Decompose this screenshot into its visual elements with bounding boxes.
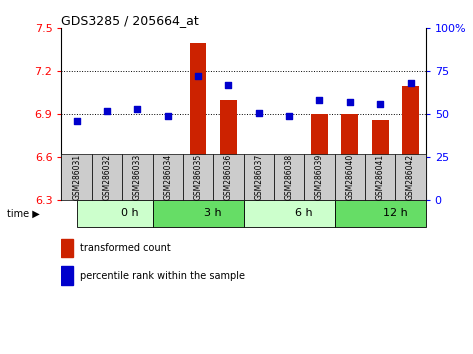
Bar <box>61 154 92 200</box>
Point <box>377 101 384 107</box>
Text: 12 h: 12 h <box>383 209 408 218</box>
Bar <box>61 267 73 285</box>
Bar <box>342 114 358 200</box>
Point <box>225 82 232 88</box>
Bar <box>129 161 146 200</box>
Bar <box>274 154 304 200</box>
Text: GSM286035: GSM286035 <box>193 154 202 200</box>
Bar <box>213 154 244 200</box>
Text: 6 h: 6 h <box>296 209 313 218</box>
Text: GSM286038: GSM286038 <box>285 154 294 200</box>
Text: GSM286033: GSM286033 <box>133 154 142 200</box>
Bar <box>152 200 244 227</box>
Bar <box>372 120 388 200</box>
Bar <box>395 154 426 200</box>
Point <box>255 110 263 115</box>
Bar <box>77 200 152 227</box>
Point <box>285 113 293 119</box>
Point <box>73 118 80 124</box>
Text: GSM286034: GSM286034 <box>163 154 172 200</box>
Point <box>103 108 111 114</box>
Text: time ▶: time ▶ <box>7 209 40 218</box>
Bar <box>334 154 365 200</box>
Bar <box>304 154 334 200</box>
Text: GDS3285 / 205664_at: GDS3285 / 205664_at <box>61 14 199 27</box>
Text: GSM286039: GSM286039 <box>315 154 324 200</box>
Bar <box>220 100 237 200</box>
Text: GSM286031: GSM286031 <box>72 154 81 200</box>
Bar <box>334 200 426 227</box>
Text: 3 h: 3 h <box>204 209 222 218</box>
Bar <box>152 154 183 200</box>
Text: GSM286040: GSM286040 <box>345 154 354 200</box>
Bar <box>99 157 115 200</box>
Bar <box>68 196 85 200</box>
Point <box>133 106 141 112</box>
Bar <box>281 171 298 200</box>
Bar <box>365 154 395 200</box>
Bar <box>92 154 122 200</box>
Text: percentile rank within the sample: percentile rank within the sample <box>79 270 245 281</box>
Bar <box>183 154 213 200</box>
Bar <box>250 160 267 200</box>
Point <box>407 80 414 86</box>
Text: transformed count: transformed count <box>79 243 170 253</box>
Point <box>164 113 172 119</box>
Text: GSM286041: GSM286041 <box>376 154 385 200</box>
Text: 0 h: 0 h <box>121 209 139 218</box>
Bar <box>61 239 73 257</box>
Bar <box>244 200 334 227</box>
Point <box>315 98 323 103</box>
Text: GSM286032: GSM286032 <box>103 154 112 200</box>
Bar <box>190 42 206 200</box>
Bar <box>122 154 152 200</box>
Bar <box>244 154 274 200</box>
Point <box>194 74 202 79</box>
Bar <box>311 114 328 200</box>
Text: GSM286042: GSM286042 <box>406 154 415 200</box>
Bar <box>402 86 419 200</box>
Point <box>346 99 354 105</box>
Text: GSM286037: GSM286037 <box>254 154 263 200</box>
Bar <box>159 177 176 200</box>
Text: GSM286036: GSM286036 <box>224 154 233 200</box>
